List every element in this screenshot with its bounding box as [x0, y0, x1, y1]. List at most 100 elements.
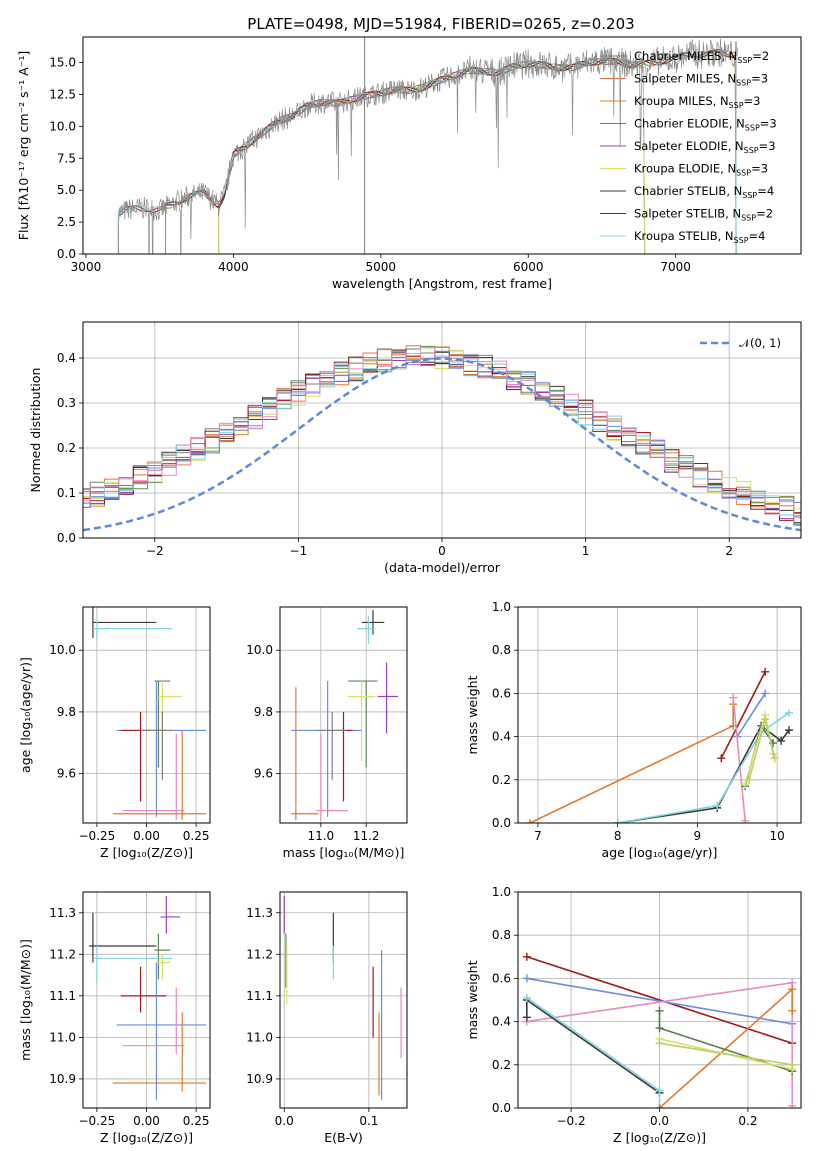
x-axis-label: Z [log₁₀(Z/Z⊙)] [100, 845, 193, 860]
tick-label-y: 2.5 [57, 215, 76, 229]
legend-entry: Kroupa STELIB, NSSP=4 [634, 229, 765, 245]
legend-entry: Kroupa ELODIE, NSSP=3 [634, 162, 768, 178]
tick-label-x: −0.25 [79, 1114, 116, 1128]
axes-age-vs-z: −0.25 0.00 0.25 9.6 9.8 10.0 Z [log₁₀(Z/Z⊙)] ag… [18, 606, 211, 860]
x-axis-label: Z [log₁₀(Z/Z⊙)] [100, 1130, 193, 1145]
axes-age-vs-mass: 11.0 11.2 9.6 9.8 10.0 mass [log₁₀(M/M⊙)] [246, 606, 408, 860]
weight-marker [741, 816, 750, 823]
tick-label-y: 10.0 [49, 119, 76, 133]
axes-frame [82, 321, 802, 539]
axes-frame [279, 606, 408, 824]
axes-frame [82, 36, 802, 255]
weight-marker [788, 985, 797, 994]
tick-label-y: 10.9 [49, 1072, 76, 1086]
tick-label-y: 0.0 [492, 816, 511, 830]
legend-entry: Chabrier MILES, NSSP=2 [634, 49, 769, 65]
legend-entry: Salpeter STELIB, NSSP=2 [634, 207, 773, 223]
tick-label-y: 0.6 [492, 971, 511, 985]
tick-label-y: 10.0 [246, 643, 273, 657]
axes-weight-vs-age: 7 8 9 10 0.0 0.2 0.4 0.6 0.8 1.0 age [log₁₀(age/yr… [465, 600, 802, 860]
weight-line [732, 697, 746, 821]
axes-mass-vs-ebv: 0.0 0.1 10.9 11.0 11.1 11.2 11.3 E(B-V) [246, 891, 408, 1145]
histogram [83, 352, 801, 508]
tick-label-y: 0.0 [57, 247, 76, 261]
tick-label-y: 0.4 [492, 730, 511, 744]
histogram [83, 348, 801, 521]
histogram [83, 345, 801, 526]
y-axis-label: Normed distribution [28, 368, 43, 493]
weight-marker [522, 974, 531, 983]
histogram [83, 347, 801, 510]
histogram [83, 351, 801, 524]
tick-label-x: 8 [614, 829, 622, 843]
tick-label-x: 0.1 [359, 1114, 378, 1128]
weight-marker [770, 754, 779, 763]
y-axis-label: age [log₁₀(age/yr)] [18, 657, 33, 773]
histogram [83, 348, 801, 525]
axes-mass-vs-z: −0.25 0.00 0.25 10.9 11.0 11.1 11.2 11.3 Z [log₁… [18, 891, 211, 1145]
weight-marker [729, 693, 738, 702]
plots: 3000 4000 5000 6000 70000.02.55.07.510.012.5… [16, 36, 802, 1145]
weight-marker [613, 819, 622, 823]
tick-label-y: 9.6 [254, 767, 273, 781]
x-axis-label: mass [log₁₀(M/M⊙)] [283, 845, 405, 860]
axes-weight-vs-z: −0.2 0.0 0.2 0.0 0.2 0.4 0.6 0.8 1.0 Z [log₁₀(Z/Z… [465, 885, 802, 1145]
weight-line [526, 998, 660, 1094]
tick-label-y: 10.0 [49, 643, 76, 657]
tick-label-y: 0.8 [492, 928, 511, 942]
model-spectrum [218, 58, 646, 254]
tick-label-y: 9.6 [57, 767, 76, 781]
tick-label-x: 9 [694, 829, 702, 843]
weight-marker [788, 1060, 797, 1069]
tick-label-x: 0.25 [183, 1114, 210, 1128]
tick-label-x: 6000 [513, 260, 544, 274]
histogram [83, 345, 801, 514]
tick-label-y: 0.2 [57, 441, 76, 455]
x-axis-label: E(B-V) [324, 1130, 363, 1145]
weight-marker [785, 726, 794, 735]
legend-entry: Chabrier STELIB, NSSP=4 [634, 184, 774, 200]
histogram [83, 346, 801, 514]
tick-label-x: 4000 [218, 260, 249, 274]
tick-label-x: 2 [725, 544, 733, 558]
axes-frame [279, 891, 408, 1109]
weight-marker [522, 1013, 531, 1022]
figure-title: PLATE=0498, MJD=51984, FIBERID=0265, z=0… [247, 15, 634, 33]
weight-marker [777, 736, 786, 745]
tick-label-y: 11.1 [49, 989, 76, 1003]
tick-label-y: 11.3 [246, 906, 273, 920]
plot-area-weight-vs-age [518, 607, 801, 823]
tick-label-x: 7 [534, 829, 542, 843]
tick-label-y: 11.1 [246, 989, 273, 1003]
tick-label-y: 10.9 [246, 1072, 273, 1086]
tick-label-y: 0.0 [57, 531, 76, 545]
tick-label-y: 0.3 [57, 396, 76, 410]
plot-area-weight-vs-z [518, 892, 801, 1108]
tick-label-y: 7.5 [57, 151, 76, 165]
histogram [83, 346, 801, 519]
tick-label-x: 5000 [366, 260, 397, 274]
tick-label-y: 9.8 [57, 705, 76, 719]
weight-line [736, 692, 766, 738]
tick-label-x: 11.2 [353, 829, 380, 843]
plot-area-mass-vs-z [83, 892, 210, 1108]
axes-spectrum: 3000 4000 5000 6000 7000 0.0 2.5 5.0 7.5 10.0 12.5… [16, 36, 802, 291]
tick-label-x: 7000 [660, 260, 691, 274]
weight-marker [655, 1086, 664, 1095]
tick-label-x: −0.25 [79, 829, 116, 843]
weight-marker [655, 1104, 664, 1108]
weight-marker [713, 801, 722, 810]
observed-spectrum [118, 38, 738, 254]
tick-label-x: 0.00 [133, 1114, 160, 1128]
tick-label-x: 11.0 [307, 829, 334, 843]
y-axis-label: mass weight [465, 675, 480, 754]
weight-marker [655, 1024, 664, 1033]
legend-entry: Salpeter ELODIE, NSSP=3 [634, 139, 776, 155]
tick-label-y: 0.0 [492, 1101, 511, 1115]
tick-label-y: 0.8 [492, 643, 511, 657]
weight-marker [741, 780, 750, 789]
tick-label-y: 0.1 [57, 486, 76, 500]
plot-area-residuals [83, 322, 801, 538]
axes-frame [82, 891, 211, 1109]
tick-label-y: 1.0 [492, 885, 511, 899]
